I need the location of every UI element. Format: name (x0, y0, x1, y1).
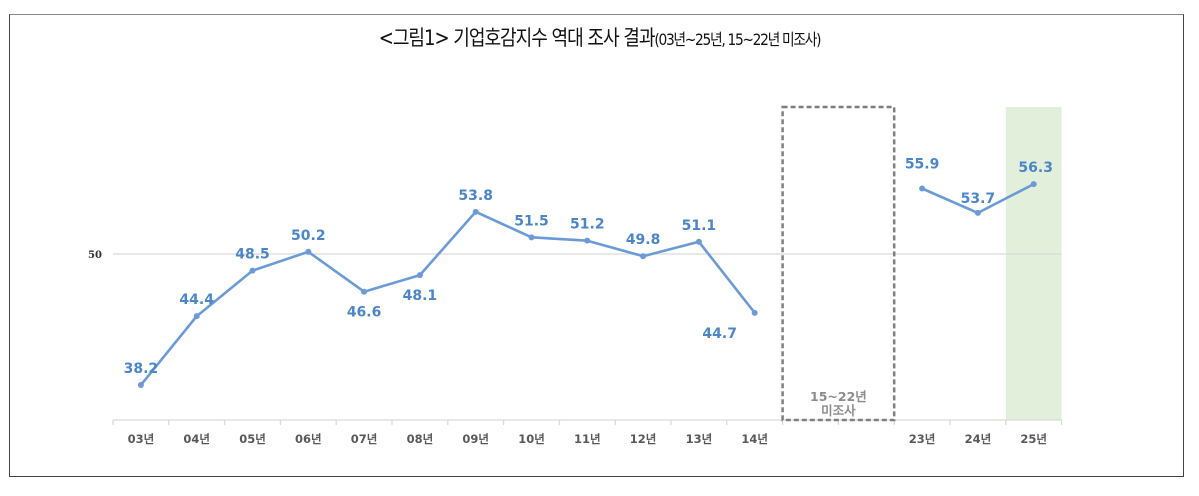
data-point-marker (472, 208, 479, 215)
data-label: 46.6 (347, 305, 382, 321)
gap-box-label-status: 미조사 (821, 403, 856, 418)
x-axis-label: 06년 (295, 432, 322, 446)
x-axis-label: 04년 (183, 432, 210, 446)
data-point-marker (305, 248, 312, 255)
data-point-marker (1030, 181, 1037, 188)
x-axis-label: 08년 (407, 432, 434, 446)
chart-title-main: <그림1> 기업호감지수 역대 조사 결과 (378, 26, 656, 50)
x-axis-label: 07년 (351, 432, 378, 446)
x-axis-label: 25년 (1020, 432, 1047, 446)
data-point-marker (974, 209, 981, 216)
data-label: 38.2 (124, 361, 159, 377)
series-line-03-14 (139, 210, 756, 386)
chart-frame (9, 14, 1184, 477)
data-label: 51.5 (514, 213, 549, 229)
data-label: 44.4 (179, 292, 214, 308)
data-point-marker (137, 381, 144, 388)
x-axis-label: 03년 (128, 432, 155, 446)
x-axis-label: 23년 (909, 432, 936, 446)
data-label: 50.2 (291, 228, 326, 244)
x-axis-label: 12년 (630, 432, 657, 446)
x-axis-label: 14년 (741, 432, 768, 446)
data-label: 51.2 (570, 217, 605, 233)
data-label: 53.7 (961, 191, 996, 207)
data-label: 48.1 (403, 288, 438, 304)
gap-box-15-22 (781, 105, 896, 422)
data-label: 53.8 (458, 188, 493, 204)
data-point-marker (193, 313, 200, 320)
data-point-marker (249, 267, 256, 274)
x-axis-label: 09년 (462, 432, 489, 446)
data-label: 55.9 (905, 157, 940, 173)
data-point-marker (416, 272, 423, 279)
data-point-marker (695, 238, 702, 245)
x-axis-label: 10년 (518, 432, 545, 446)
chart-title: <그림1> 기업호감지수 역대 조사 결과(03년~25년, 15~22년 미조… (84, 22, 1115, 52)
x-axis-label: 24년 (965, 432, 992, 446)
data-point-marker (584, 237, 591, 244)
x-axis-label: 13년 (686, 432, 713, 446)
data-label: 44.7 (702, 326, 737, 342)
gap-box-label-range: 15~22년 (810, 389, 867, 404)
y-axis-label-50: 50 (88, 250, 102, 261)
data-label: 51.1 (682, 218, 717, 234)
x-axis-label: 11년 (574, 432, 601, 446)
data-label: 49.8 (626, 232, 661, 248)
data-point-marker (640, 253, 647, 260)
data-label: 56.3 (1018, 160, 1053, 176)
data-point-marker (528, 234, 535, 241)
data-label: 48.5 (235, 247, 270, 263)
x-axis-label: 05년 (239, 432, 266, 446)
data-point-marker (361, 288, 368, 295)
highlight-band-25 (1005, 107, 1062, 420)
data-point-marker (751, 309, 758, 316)
data-point-marker (919, 185, 926, 192)
chart-title-sub: (03년~25년, 15~22년 미조사) (654, 30, 821, 49)
